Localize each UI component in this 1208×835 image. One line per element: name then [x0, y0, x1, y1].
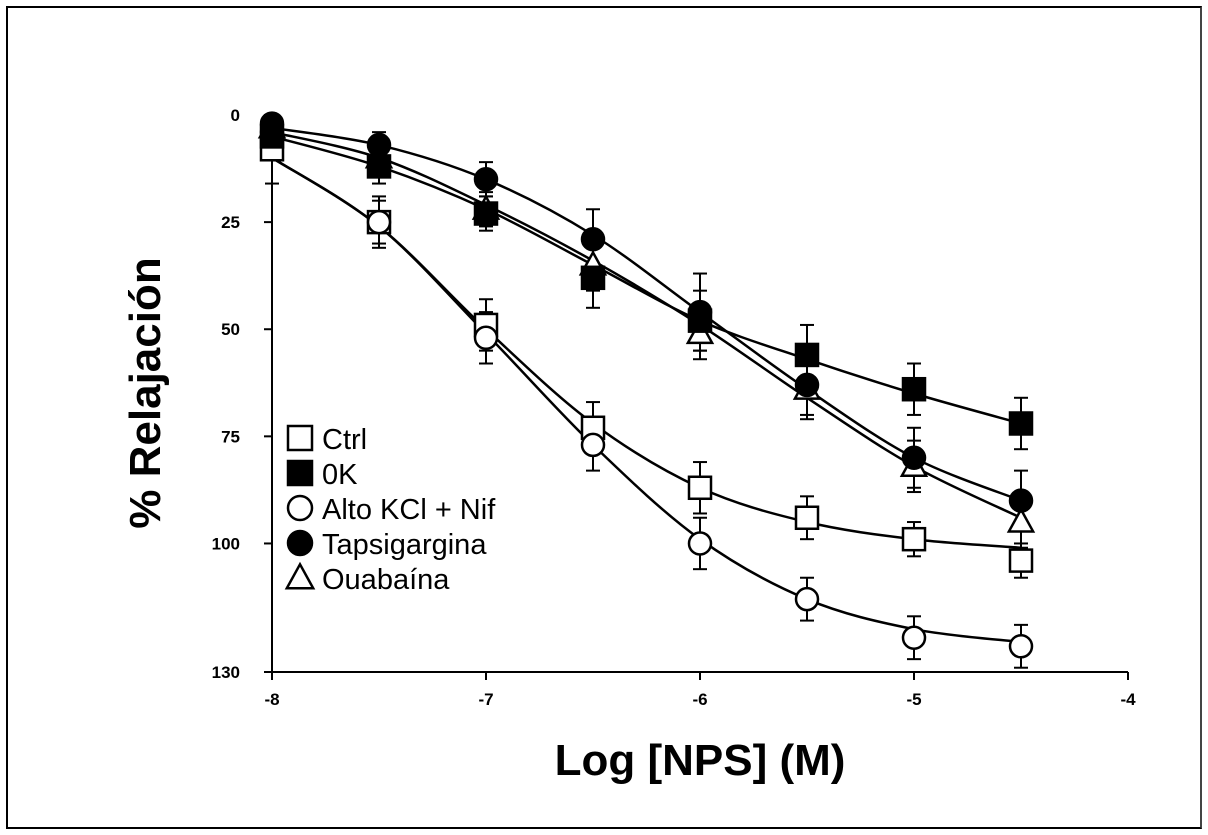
y-tick-label: 100	[212, 534, 240, 553]
data-point-0k	[794, 342, 820, 368]
data-point-tapsigargina	[901, 445, 927, 471]
data-point-tapsigargina	[366, 132, 392, 158]
data-point-tapsigargina	[259, 111, 285, 136]
fit-curve-ouaba-na	[271, 130, 1022, 519]
data-point-0k	[1008, 411, 1034, 436]
data-point-tapsigargina	[580, 227, 606, 252]
data-point-0k	[366, 154, 392, 179]
data-point-ctrl	[901, 526, 927, 552]
x-tick-label: -4	[1120, 690, 1136, 709]
legend-marker-ouaba-na	[284, 561, 316, 590]
axes	[264, 114, 1129, 680]
y-tick-label: 130	[212, 663, 240, 682]
x-tick-label: -6	[692, 690, 707, 709]
legend-label-alto-kcl-nif: Alto KCl + Nif	[322, 494, 496, 526]
data-point-ctrl	[687, 475, 713, 501]
data-point-alto-kcl-nif	[687, 531, 713, 556]
legend-label-ouaba-na: Ouabaína	[322, 564, 450, 596]
data-point-tapsigargina	[1008, 488, 1034, 513]
data-point-0k	[473, 201, 499, 226]
data-point-tapsigargina	[687, 299, 713, 325]
data-point-ouaba-na	[1006, 506, 1036, 533]
fit-curve-alto-kcl-nif	[271, 156, 1022, 644]
x-tick-label: -7	[478, 690, 493, 709]
data-point-alto-kcl-nif	[794, 586, 820, 612]
data-point-alto-kcl-nif	[580, 432, 606, 458]
y-axis-label: % Relajación	[121, 257, 170, 528]
legend-label-ctrl: Ctrl	[322, 424, 367, 456]
legend-label-0k: 0K	[322, 459, 358, 491]
legend-label-tapsigargina: Tapsigargina	[322, 529, 487, 561]
data-point-alto-kcl-nif	[473, 325, 499, 351]
y-tick-label: 75	[221, 427, 240, 446]
data-point-0k	[580, 265, 606, 291]
x-tick-label: -5	[906, 690, 921, 709]
data-point-ctrl	[1008, 548, 1034, 573]
data-markers	[257, 111, 1036, 659]
x-axis-label: Log [NPS] (M)	[555, 736, 846, 785]
data-point-tapsigargina	[473, 167, 499, 192]
data-point-0k	[901, 376, 927, 402]
y-tick-label: 25	[221, 213, 240, 232]
tick-labels: 0 25 50 75 100 130 -8 -7 -6 -5 -4	[212, 106, 1136, 709]
data-point-alto-kcl-nif	[901, 625, 927, 650]
figure-frame	[6, 6, 1202, 829]
legend-marker-alto-kcl-nif	[286, 494, 314, 522]
legend-marker-0k	[286, 459, 314, 487]
legend-marker-ctrl	[286, 424, 314, 452]
legend-marker-tapsigargina	[286, 529, 314, 557]
data-point-ctrl	[794, 505, 820, 531]
fit-curve-tapsigargina	[271, 126, 1022, 502]
x-tick-label: -8	[264, 690, 279, 709]
y-tick-label: 50	[221, 320, 240, 339]
data-point-alto-kcl-nif	[366, 209, 392, 235]
y-tick-label: 0	[231, 106, 240, 125]
data-point-alto-kcl-nif	[1008, 634, 1034, 659]
data-point-tapsigargina	[794, 372, 820, 398]
